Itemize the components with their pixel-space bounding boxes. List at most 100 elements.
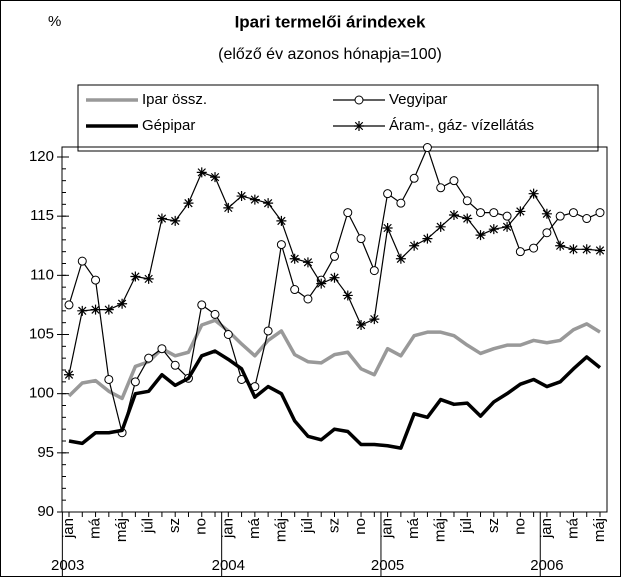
circle-marker (568, 208, 578, 218)
legend-label: Ipar össz. (142, 91, 207, 108)
circle-marker (91, 275, 101, 285)
circle-marker (542, 228, 552, 238)
circle-marker (197, 300, 207, 310)
circle-marker (77, 256, 87, 266)
star-marker (462, 213, 473, 224)
circle-marker (104, 374, 114, 384)
circle-marker (157, 344, 167, 354)
x-tick-label: máj (591, 518, 608, 542)
circle-marker (64, 300, 74, 310)
x-tick-label: jan (60, 518, 77, 539)
circle-marker (515, 247, 525, 257)
year-label: 2004 (212, 557, 245, 574)
circle-marker (290, 285, 300, 295)
series (64, 143, 605, 438)
x-tick-label: júl (458, 518, 475, 534)
y-tick-label: 105 (29, 325, 54, 342)
star-marker (77, 305, 88, 316)
circle-marker (436, 183, 446, 193)
legend-label: Gépipar (142, 117, 195, 134)
circle-marker (462, 196, 472, 206)
circle-marker (555, 211, 565, 221)
year-label: 2005 (371, 557, 404, 574)
star-marker (130, 271, 141, 282)
x-tick-label: má (564, 517, 581, 538)
star-marker (329, 272, 340, 283)
star-marker (382, 223, 393, 233)
star-marker (90, 304, 101, 315)
circle-marker (330, 251, 339, 261)
circle-marker (170, 360, 180, 370)
star-marker (117, 298, 128, 309)
star-marker (263, 198, 274, 209)
circle-marker (303, 294, 313, 304)
x-tick-label: máj (272, 518, 289, 542)
star-marker (541, 208, 552, 219)
star-marker (289, 253, 300, 264)
circle-marker (356, 234, 366, 244)
circle-marker (529, 243, 539, 253)
star-marker (223, 202, 234, 213)
series (64, 167, 605, 380)
year-label: 2003 (51, 557, 84, 574)
star-marker (448, 209, 459, 220)
circle-marker (343, 208, 353, 218)
y-tick-label: 120 (29, 148, 54, 165)
star-marker (395, 253, 406, 264)
circle-marker (582, 214, 592, 224)
legend-label: Vegyipar (389, 91, 447, 108)
star-marker (196, 167, 207, 178)
x-tick-label: jan (538, 518, 555, 539)
star-marker (555, 240, 566, 251)
star-marker (64, 369, 74, 380)
circle-marker (276, 240, 286, 250)
x-tick-label: no (511, 518, 528, 535)
star-marker (356, 320, 367, 331)
x-tick-label: júl (299, 518, 316, 534)
star-marker (488, 224, 499, 235)
star-marker (183, 198, 194, 209)
x-tick-label: má (246, 517, 263, 538)
x-tick-label: no (352, 518, 369, 535)
x-tick-label: máj (432, 518, 449, 542)
star-marker (515, 206, 526, 217)
star-marker (435, 221, 446, 232)
star-marker (581, 244, 592, 255)
star-marker (210, 172, 221, 183)
star-marker (103, 304, 114, 315)
star-marker (170, 215, 181, 226)
star-marker (342, 290, 353, 301)
x-tick-label: sz (485, 518, 502, 533)
year-label: 2006 (530, 557, 563, 574)
star-marker (236, 191, 247, 202)
chart-subtitle: (előző év azonos hónapja=100) (218, 46, 442, 63)
star-marker (568, 244, 579, 255)
circle-marker (354, 95, 364, 105)
circle-marker (595, 208, 605, 218)
x-tick-label: jan (219, 518, 236, 539)
x-tick-label: jan (379, 518, 396, 539)
line (68, 349, 602, 450)
star-marker (422, 233, 433, 244)
circle-marker (383, 189, 393, 199)
circle-marker (130, 377, 140, 387)
legend-label: Áram-, gáz- vízellátás (389, 117, 534, 134)
circle-marker (223, 330, 233, 339)
star-marker (502, 221, 513, 232)
x-tick-label: sz (166, 518, 183, 533)
circle-marker (489, 208, 499, 218)
x-tick-label: máj (113, 518, 130, 542)
star-marker (276, 215, 287, 226)
circle-marker (396, 198, 406, 208)
y-tick-label: 90 (37, 503, 54, 520)
circle-marker (144, 353, 154, 363)
circle-marker (263, 326, 273, 336)
star-marker (528, 188, 539, 199)
y-tick-label: 115 (30, 207, 54, 224)
circle-marker (369, 266, 379, 276)
x-tick-label: sz (325, 518, 342, 533)
star-marker (595, 245, 605, 256)
star-marker (143, 273, 154, 284)
circle-marker (210, 309, 220, 319)
plot-area (61, 146, 608, 513)
